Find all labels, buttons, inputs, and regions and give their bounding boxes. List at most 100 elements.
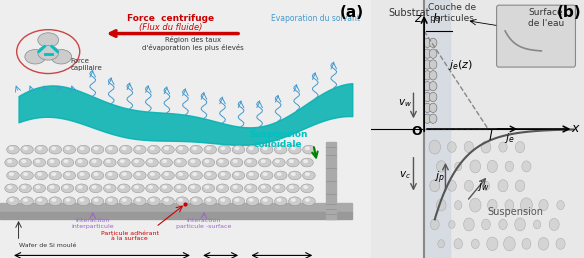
Circle shape bbox=[204, 145, 217, 154]
Text: h: h bbox=[433, 13, 441, 26]
Circle shape bbox=[49, 171, 61, 180]
Circle shape bbox=[481, 141, 491, 153]
Circle shape bbox=[204, 197, 217, 206]
Circle shape bbox=[162, 197, 174, 206]
Circle shape bbox=[63, 145, 76, 154]
Text: Couche de
particules: Couche de particules bbox=[427, 3, 476, 23]
Circle shape bbox=[151, 147, 154, 150]
Circle shape bbox=[260, 171, 273, 180]
Circle shape bbox=[430, 219, 439, 230]
Circle shape bbox=[274, 171, 287, 180]
Circle shape bbox=[177, 160, 180, 163]
Bar bbox=[0, 203, 352, 212]
Circle shape bbox=[137, 173, 140, 175]
Text: Interaction
interparticule: Interaction interparticule bbox=[71, 218, 114, 229]
Circle shape bbox=[244, 184, 257, 193]
Circle shape bbox=[218, 197, 231, 206]
Circle shape bbox=[423, 60, 431, 69]
Circle shape bbox=[423, 103, 431, 112]
Circle shape bbox=[260, 197, 273, 206]
Circle shape bbox=[123, 147, 126, 150]
Circle shape bbox=[274, 197, 287, 206]
Circle shape bbox=[19, 184, 32, 193]
Text: Force
capillaire: Force capillaire bbox=[71, 58, 102, 71]
Circle shape bbox=[163, 186, 166, 188]
Circle shape bbox=[221, 199, 225, 201]
Bar bbox=[424, 0, 450, 258]
Circle shape bbox=[204, 171, 217, 180]
Circle shape bbox=[188, 158, 201, 167]
Circle shape bbox=[191, 186, 194, 188]
Circle shape bbox=[276, 160, 279, 163]
Circle shape bbox=[134, 171, 146, 180]
Circle shape bbox=[49, 197, 61, 206]
Circle shape bbox=[108, 147, 112, 150]
Circle shape bbox=[288, 197, 301, 206]
Circle shape bbox=[80, 199, 84, 201]
Text: Interaction
particule -surface: Interaction particule -surface bbox=[176, 218, 232, 229]
Circle shape bbox=[80, 147, 84, 150]
Circle shape bbox=[177, 186, 180, 188]
Circle shape bbox=[305, 173, 310, 175]
Circle shape bbox=[89, 158, 102, 167]
Circle shape bbox=[193, 173, 197, 175]
Circle shape bbox=[149, 186, 152, 188]
Circle shape bbox=[230, 184, 243, 193]
Circle shape bbox=[464, 180, 474, 191]
Circle shape bbox=[134, 197, 146, 206]
Text: Force  centrifuge: Force centrifuge bbox=[127, 14, 214, 22]
Circle shape bbox=[522, 161, 531, 172]
Text: O: O bbox=[411, 125, 422, 138]
Text: $v_c$: $v_c$ bbox=[399, 170, 411, 181]
Circle shape bbox=[262, 186, 265, 188]
Circle shape bbox=[499, 219, 507, 230]
Circle shape bbox=[64, 160, 68, 163]
Circle shape bbox=[89, 184, 102, 193]
Circle shape bbox=[429, 49, 437, 58]
Circle shape bbox=[301, 184, 314, 193]
Text: Particule adhérant
à la surface: Particule adhérant à la surface bbox=[101, 231, 159, 241]
Text: x: x bbox=[572, 123, 579, 135]
Circle shape bbox=[131, 184, 144, 193]
Circle shape bbox=[24, 147, 27, 150]
Circle shape bbox=[119, 171, 132, 180]
Circle shape bbox=[162, 171, 174, 180]
Circle shape bbox=[291, 199, 295, 201]
Circle shape bbox=[80, 173, 84, 175]
Circle shape bbox=[447, 180, 456, 191]
Circle shape bbox=[205, 186, 209, 188]
Circle shape bbox=[49, 145, 61, 154]
Polygon shape bbox=[326, 142, 336, 219]
Circle shape bbox=[438, 240, 444, 248]
Circle shape bbox=[148, 197, 160, 206]
Circle shape bbox=[193, 199, 197, 201]
Circle shape bbox=[120, 160, 124, 163]
Circle shape bbox=[50, 160, 54, 163]
Circle shape bbox=[429, 60, 437, 69]
Circle shape bbox=[165, 147, 168, 150]
Circle shape bbox=[61, 184, 74, 193]
Circle shape bbox=[146, 158, 158, 167]
Circle shape bbox=[131, 158, 144, 167]
Circle shape bbox=[423, 38, 431, 47]
Circle shape bbox=[277, 173, 281, 175]
Circle shape bbox=[66, 199, 69, 201]
Circle shape bbox=[19, 158, 32, 167]
Circle shape bbox=[75, 158, 88, 167]
Circle shape bbox=[273, 158, 285, 167]
Circle shape bbox=[123, 199, 126, 201]
Circle shape bbox=[303, 145, 315, 154]
Circle shape bbox=[38, 147, 41, 150]
Text: Surface
de l'eau: Surface de l'eau bbox=[527, 8, 564, 28]
Text: Suspension: Suspension bbox=[249, 130, 307, 139]
Circle shape bbox=[288, 145, 301, 154]
Circle shape bbox=[246, 145, 259, 154]
Circle shape bbox=[176, 145, 189, 154]
Circle shape bbox=[207, 147, 211, 150]
Circle shape bbox=[92, 160, 96, 163]
Circle shape bbox=[430, 180, 440, 192]
Circle shape bbox=[160, 158, 172, 167]
Circle shape bbox=[6, 171, 19, 180]
Circle shape bbox=[25, 50, 46, 64]
Circle shape bbox=[61, 158, 74, 167]
